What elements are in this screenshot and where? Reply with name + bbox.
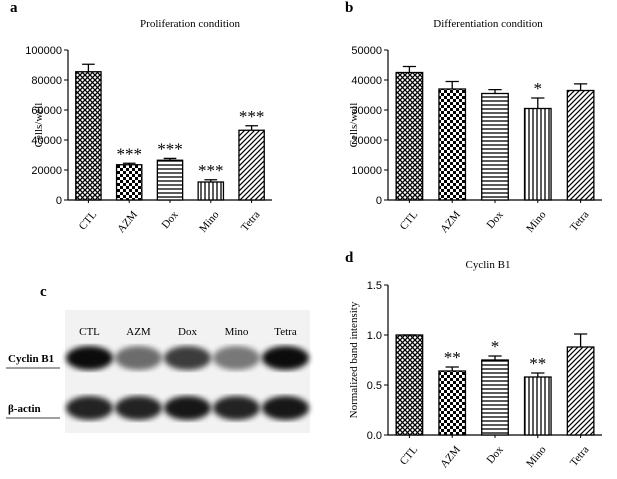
x-tick-label: Dox bbox=[484, 443, 506, 466]
x-tick-label: CTL bbox=[77, 209, 100, 233]
y-tick-label: 0.5 bbox=[367, 380, 382, 392]
chart-title: Cyclin B1 bbox=[466, 259, 511, 271]
y-tick-label: 30000 bbox=[351, 105, 382, 117]
x-tick-label: CTL bbox=[398, 444, 421, 468]
bar bbox=[438, 88, 467, 201]
error-bar bbox=[122, 162, 136, 165]
x-tick-label: Tetra bbox=[239, 209, 263, 234]
error-bar bbox=[445, 366, 459, 371]
band bbox=[114, 346, 163, 370]
bar bbox=[395, 71, 424, 201]
significance: ** bbox=[444, 348, 461, 367]
error-bar bbox=[531, 97, 545, 109]
x-tick-label: Mino bbox=[197, 208, 222, 234]
error-bar bbox=[488, 355, 502, 360]
significance: *** bbox=[198, 161, 224, 180]
bar bbox=[75, 71, 102, 201]
x-tick-label: AZM bbox=[438, 444, 463, 471]
error-bar bbox=[573, 333, 588, 347]
y-tick-label: 40000 bbox=[351, 75, 382, 87]
y-tick-label: 10000 bbox=[351, 165, 382, 177]
y-tick-label: 60000 bbox=[31, 105, 62, 117]
bar bbox=[481, 359, 509, 436]
x-tick-label: Tetra bbox=[568, 209, 592, 234]
error-bar bbox=[402, 65, 417, 73]
band bbox=[212, 346, 261, 370]
band bbox=[212, 396, 261, 420]
y-axis-label: Normalized band intensity bbox=[348, 301, 360, 418]
error-bar bbox=[245, 125, 258, 131]
x-tick-label: Dox bbox=[159, 208, 181, 231]
band bbox=[65, 346, 114, 370]
lane-label: Tetra bbox=[274, 326, 297, 338]
chart-title: Differentiation condition bbox=[433, 18, 543, 30]
y-tick-label: 1.0 bbox=[367, 330, 382, 342]
y-axis-label: Cells/well bbox=[348, 103, 360, 148]
band bbox=[65, 396, 114, 420]
lane-label: CTL bbox=[79, 326, 100, 338]
band bbox=[114, 396, 163, 420]
significance: *** bbox=[157, 139, 183, 158]
band bbox=[163, 346, 212, 370]
y-tick-label: 1.5 bbox=[367, 280, 382, 292]
y-tick-label: 0.0 bbox=[367, 430, 382, 442]
lane-label: AZM bbox=[126, 326, 151, 338]
bar bbox=[566, 346, 595, 436]
x-tick-label: Dox bbox=[484, 208, 506, 231]
band bbox=[261, 396, 310, 420]
bar bbox=[523, 107, 552, 201]
y-axis-label: Cells/well bbox=[33, 103, 45, 148]
lane-label: Mino bbox=[225, 326, 249, 338]
bar bbox=[395, 334, 424, 436]
error-bar bbox=[445, 80, 459, 89]
panel-label: c bbox=[40, 284, 47, 300]
significance: * bbox=[534, 79, 543, 98]
x-tick-label: Tetra bbox=[568, 444, 592, 469]
bar bbox=[523, 376, 552, 436]
y-tick-label: 20000 bbox=[351, 135, 382, 147]
bar bbox=[481, 92, 509, 201]
error-bar bbox=[82, 63, 95, 72]
bar bbox=[238, 129, 265, 201]
y-tick-label: 50000 bbox=[351, 45, 382, 57]
significance: * bbox=[491, 337, 500, 356]
x-tick-label: CTL bbox=[398, 209, 421, 233]
bar bbox=[197, 181, 225, 201]
y-tick-label: 100000 bbox=[25, 45, 62, 57]
chart-title: Proliferation condition bbox=[140, 18, 240, 30]
bar bbox=[438, 370, 467, 436]
error-bar bbox=[488, 88, 502, 94]
y-tick-label: 80000 bbox=[31, 75, 62, 87]
error-bar bbox=[163, 157, 177, 161]
x-tick-label: Mino bbox=[524, 443, 549, 469]
error-bar bbox=[573, 83, 588, 91]
x-tick-label: AZM bbox=[438, 209, 463, 236]
row-label: β-actin bbox=[8, 403, 41, 415]
band bbox=[163, 396, 212, 420]
significance: ** bbox=[529, 354, 546, 373]
bar bbox=[156, 159, 184, 201]
x-tick-label: AZM bbox=[115, 209, 140, 236]
y-tick-label: 40000 bbox=[31, 135, 62, 147]
y-tick-label: 0 bbox=[376, 195, 382, 207]
panel-label: b bbox=[345, 0, 353, 16]
band bbox=[261, 346, 310, 370]
lane-label: Dox bbox=[178, 326, 197, 338]
error-bar bbox=[204, 179, 218, 182]
bar bbox=[566, 89, 595, 201]
bar bbox=[115, 164, 143, 201]
y-tick-label: 20000 bbox=[31, 165, 62, 177]
x-tick-label: Mino bbox=[524, 208, 549, 234]
panel-label: d bbox=[345, 250, 354, 266]
panel-label: a bbox=[10, 0, 18, 16]
row-label: Cyclin B1 bbox=[8, 353, 54, 365]
y-tick-label: 0 bbox=[56, 195, 62, 207]
significance: *** bbox=[116, 144, 142, 163]
significance: *** bbox=[239, 107, 265, 126]
error-bar bbox=[531, 372, 545, 377]
